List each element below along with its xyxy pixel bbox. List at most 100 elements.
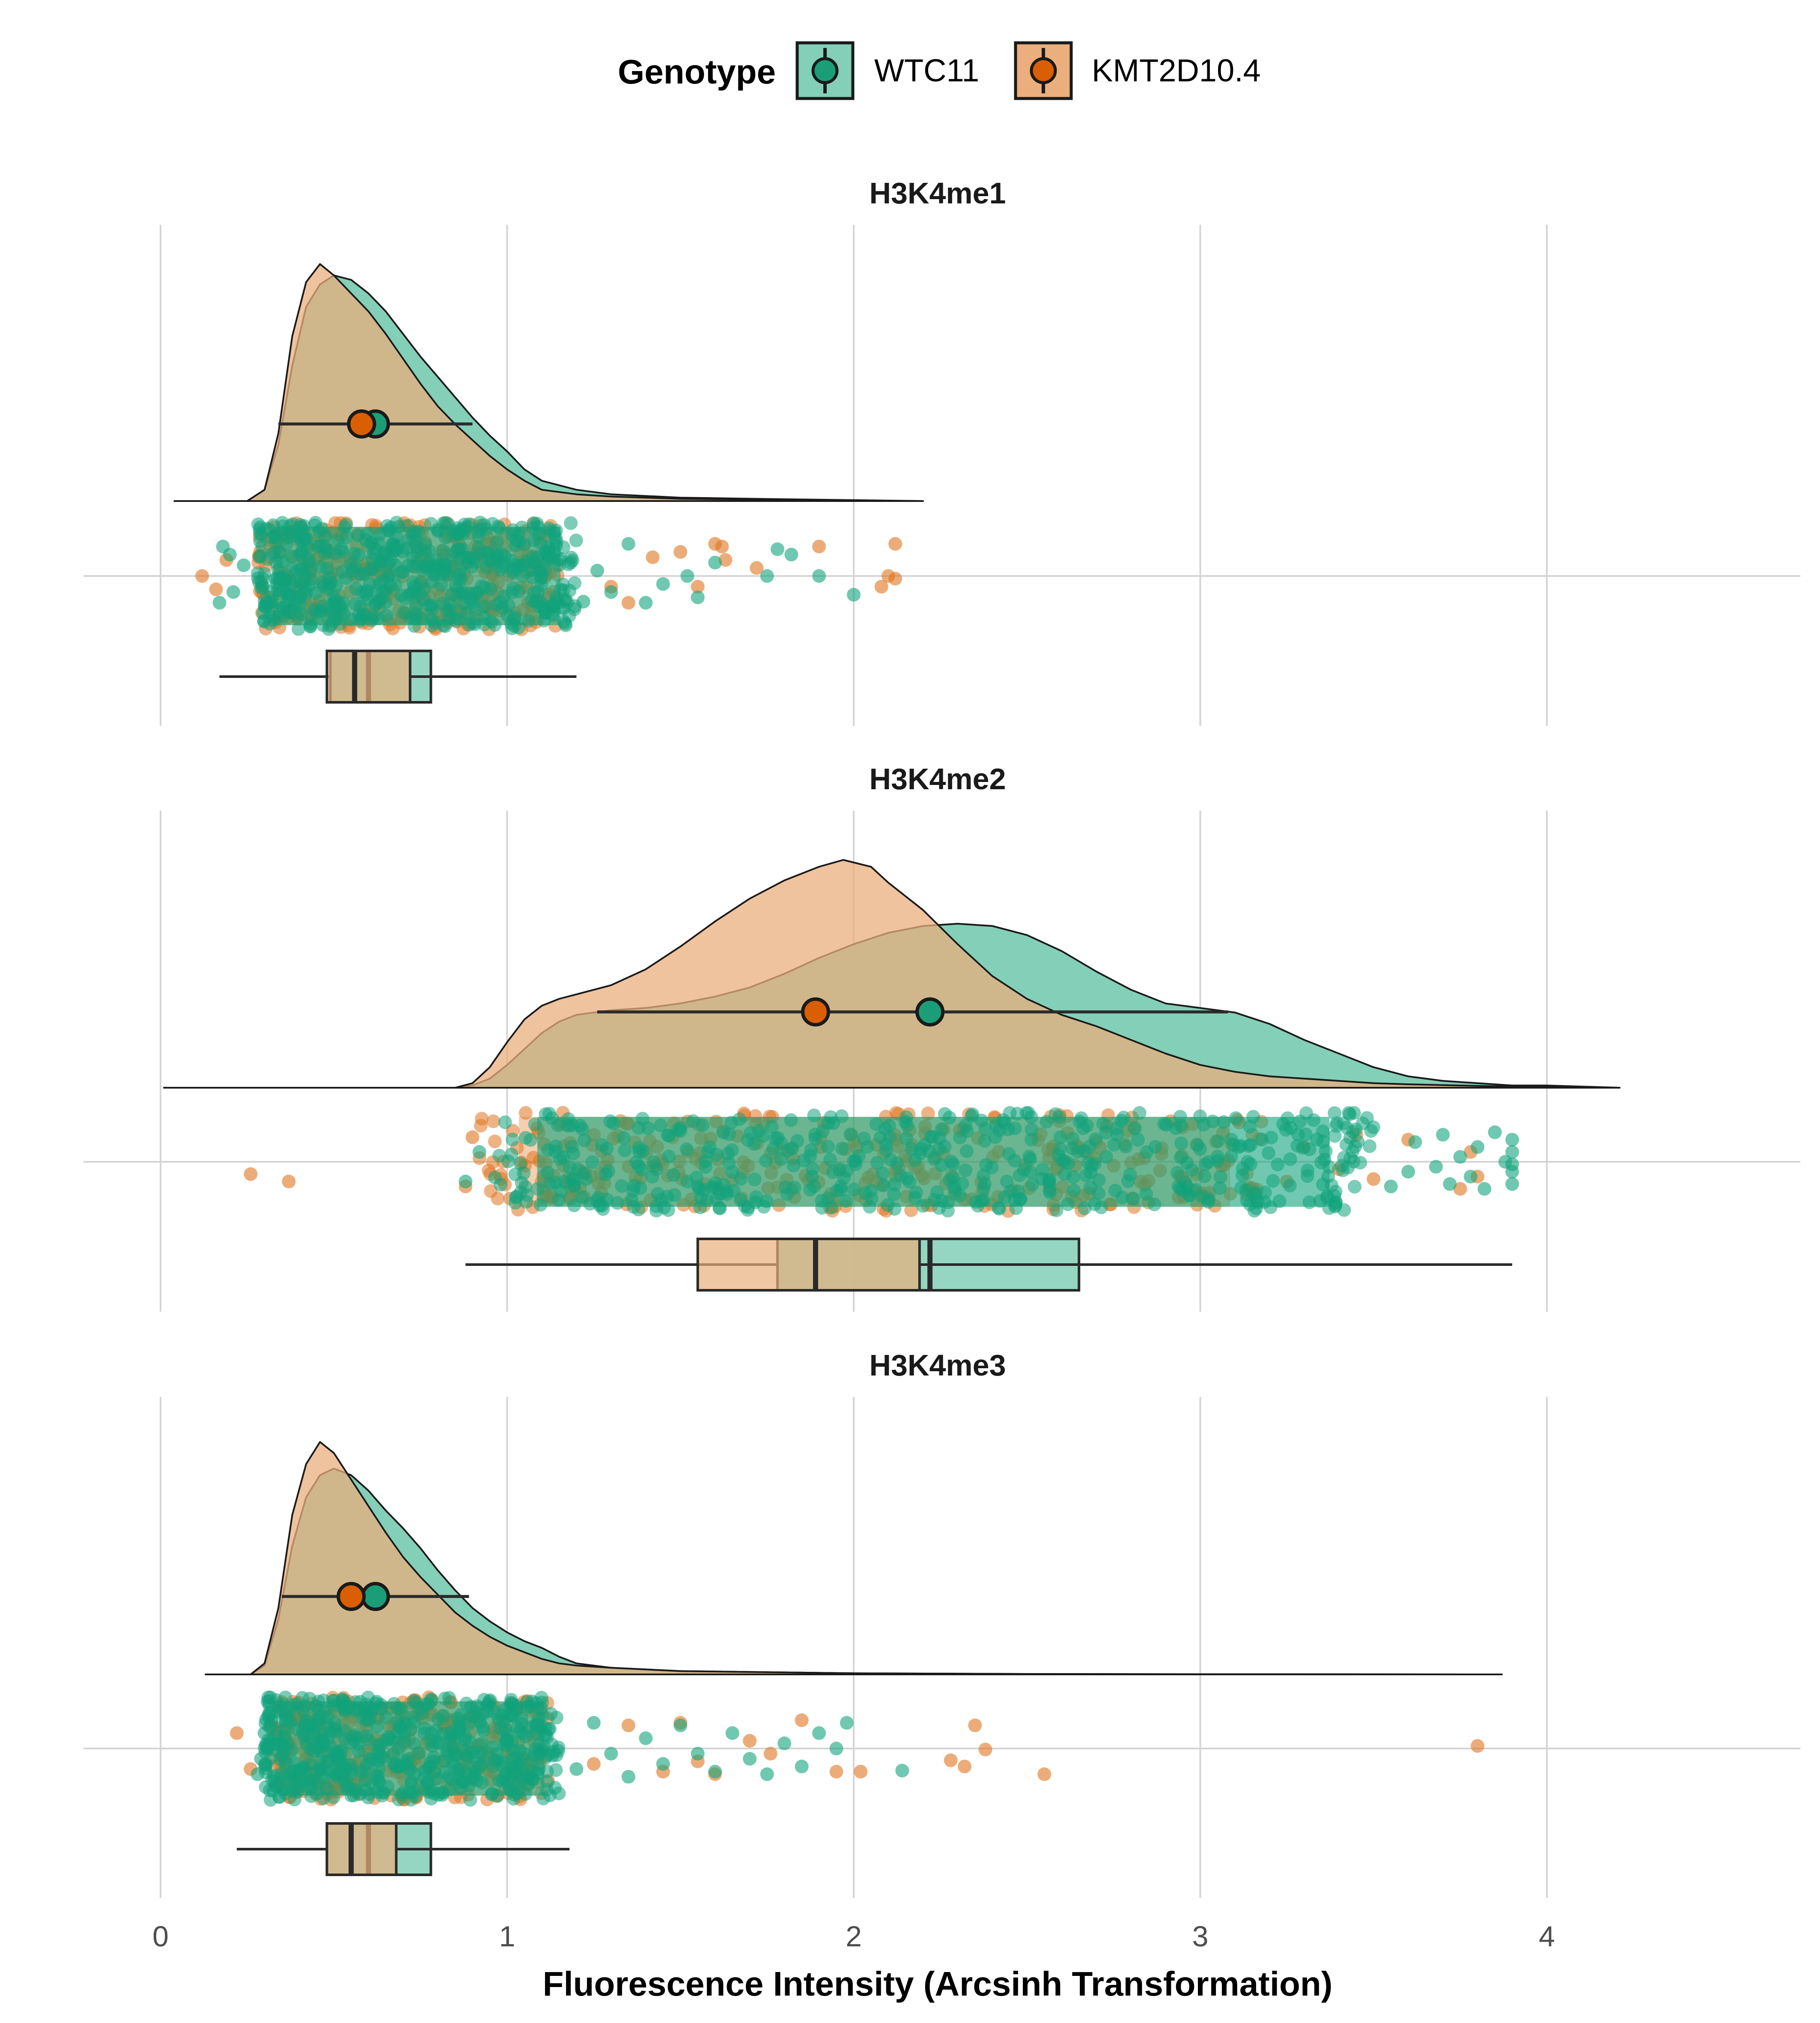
jitter-outlier-kmt2d (673, 545, 688, 559)
jitter-outlier-wtc11 (254, 1752, 268, 1766)
jitter-outlier-kmt2d (874, 580, 888, 594)
jitter-outlier-wtc11 (829, 1742, 843, 1755)
jitter-outlier-kmt2d (763, 1747, 777, 1760)
jitter-outlier-wtc11 (795, 1760, 809, 1773)
jitter-outlier-kmt2d (750, 561, 764, 575)
jitter-outlier-wtc11 (590, 564, 604, 578)
jitter-outlier-wtc11 (708, 555, 722, 570)
jitter-point-wtc11 (1364, 1124, 1378, 1138)
jitter-point-wtc11 (569, 534, 583, 547)
summary-point-kmt2d (801, 997, 830, 1026)
box-kmt2d (325, 650, 411, 704)
jitter-point-kmt2d (488, 1134, 502, 1149)
legend-key-wtc11 (795, 41, 855, 100)
jitter-point-wtc11 (504, 1147, 518, 1161)
density-kmt2d (205, 1441, 1503, 1675)
jitter-point-wtc11 (1049, 1203, 1063, 1217)
jitter-outlier-wtc11 (587, 1716, 601, 1730)
jitter-point-wtc11 (264, 1793, 278, 1807)
jitter-outlier-wtc11 (621, 1770, 635, 1784)
density-kmt2d (163, 859, 1620, 1089)
jitter-outlier-wtc11 (621, 537, 635, 551)
facet-panel-h3k4me3 (83, 1397, 1800, 1898)
summary-point-kmt2d (337, 1582, 366, 1611)
jitter-point-wtc11 (1348, 1180, 1362, 1194)
density-kmt2d (173, 263, 924, 502)
jitter-outlier-wtc11 (216, 540, 230, 554)
jitter-outlier-wtc11 (1453, 1150, 1467, 1164)
jitter-outlier-wtc11 (1436, 1128, 1450, 1142)
jitter-outlier-kmt2d (888, 572, 903, 586)
jitter-outlier-wtc11 (639, 1731, 653, 1745)
jitter-outlier-wtc11 (639, 596, 653, 610)
jitter-point-wtc11 (267, 1770, 281, 1784)
jitter-outlier-wtc11 (1488, 1125, 1502, 1139)
facet-title-1: H3K4me1 (869, 176, 1006, 210)
x-axis-ticks: 0 1 2 3 4 (152, 1920, 1555, 1953)
jitter-outlier-wtc11 (708, 1765, 722, 1778)
legend-label-kmt2d: KMT2D10.4 (1092, 53, 1261, 88)
jitter-outlier-wtc11 (691, 591, 705, 604)
jitter-point-wtc11 (498, 1115, 512, 1129)
jitter-outlier-wtc11 (1505, 1157, 1519, 1171)
jitter-point-wtc11 (251, 517, 265, 531)
jitter-outlier-wtc11 (680, 569, 694, 583)
jitter-outlier-kmt2d (854, 1765, 868, 1778)
jitter-point-wtc11 (253, 534, 267, 548)
jitter-outlier-kmt2d (715, 540, 729, 554)
jitter-point-wtc11 (1328, 1106, 1342, 1120)
jitter-point-wtc11 (361, 1690, 375, 1704)
jitter-point-wtc11 (1132, 1106, 1147, 1120)
jitter-point-kmt2d (475, 1112, 489, 1126)
facet-title-3: H3K4me3 (869, 1349, 1006, 1382)
legend: Genotype WTC11 KMT2D10.4 (618, 41, 1261, 100)
summary-point-kmt2d (347, 409, 376, 439)
legend-label-wtc11: WTC11 (874, 53, 979, 88)
jitter-outlier-wtc11 (673, 1719, 688, 1732)
jitter-outlier-kmt2d (1453, 1182, 1467, 1196)
jitter-point-kmt2d (921, 1106, 935, 1120)
jitter-point-wtc11 (1329, 1198, 1342, 1212)
jitter-band-wtc11 (537, 1117, 1330, 1207)
jitter-outlier-kmt2d (958, 1760, 972, 1773)
jitter-outlier-kmt2d (587, 1757, 601, 1771)
jitter-outlier-wtc11 (1429, 1160, 1443, 1174)
jitter-outlier-wtc11 (250, 1767, 265, 1781)
jitter-points (195, 516, 903, 636)
jitter-point-wtc11 (295, 1691, 310, 1705)
jitter-outlier-wtc11 (1384, 1179, 1398, 1194)
x-tick-label-3: 3 (1192, 1920, 1209, 1953)
x-axis-title: Fluorescence Intensity (Arcsinh Transfor… (543, 1965, 1333, 2003)
jitter-point-kmt2d (484, 1184, 498, 1198)
jitter-outlier-wtc11 (257, 1726, 271, 1740)
jitter-point-wtc11 (520, 1188, 534, 1202)
jitter-point-wtc11 (275, 516, 289, 530)
jitter-outlier-wtc11 (1505, 1145, 1519, 1159)
jitter-outlier-wtc11 (812, 569, 826, 583)
jitter-point-wtc11 (488, 1170, 502, 1185)
box-kmt2d (325, 1822, 398, 1876)
jitter-outlier-kmt2d (209, 582, 223, 597)
jitter-outlier-wtc11 (1505, 1133, 1519, 1147)
facet-panel-h3k4me1 (83, 225, 1800, 726)
jitter-outlier-kmt2d (465, 1130, 480, 1144)
jitter-point-wtc11 (1328, 1129, 1342, 1143)
jitter-outlier-wtc11 (576, 595, 590, 609)
jitter-outlier-wtc11 (569, 1762, 584, 1776)
jitter-outlier-wtc11 (656, 577, 670, 591)
jitter-points (230, 1690, 1485, 1807)
jitter-outlier-kmt2d (812, 540, 826, 554)
jitter-outlier-kmt2d (718, 553, 733, 567)
jitter-outlier-wtc11 (760, 569, 774, 583)
jitter-outlier-wtc11 (472, 1145, 486, 1159)
jitter-outlier-kmt2d (195, 569, 209, 583)
jitter-band-wtc11 (273, 527, 561, 625)
jitter-point-wtc11 (534, 1691, 548, 1705)
jitter-point-wtc11 (543, 1788, 557, 1802)
jitter-outlier-wtc11 (895, 1763, 909, 1778)
legend-title: Genotype (618, 53, 776, 91)
jitter-point-wtc11 (568, 576, 581, 590)
jitter-outlier-kmt2d (621, 1719, 635, 1732)
jitter-point-wtc11 (517, 1166, 531, 1180)
facet-title-2: H3K4me2 (869, 762, 1006, 796)
